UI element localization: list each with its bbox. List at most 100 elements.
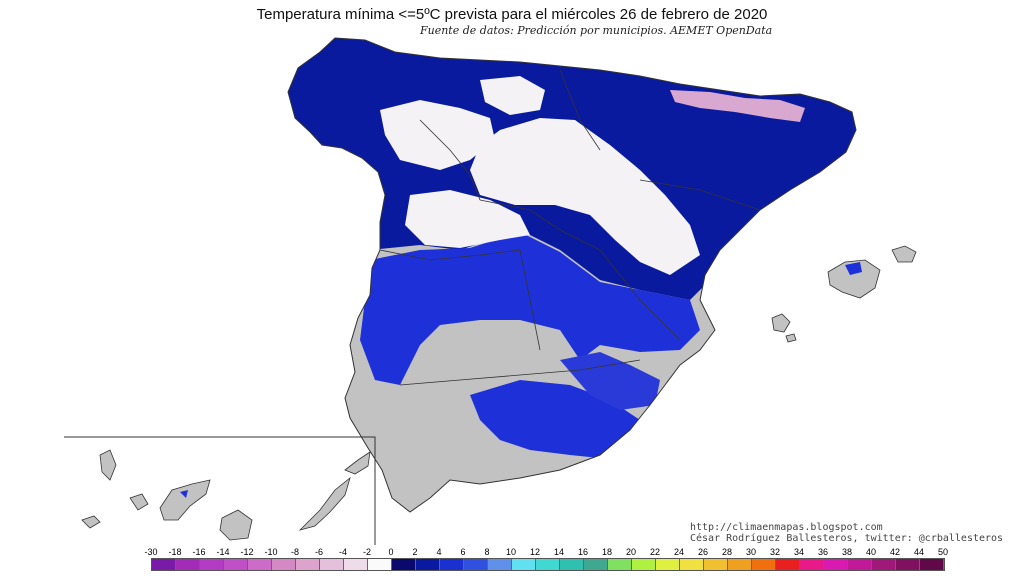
legend-swatch [200, 559, 224, 570]
frost-zone-pyrenees [670, 90, 805, 122]
legend-label: 24 [673, 547, 685, 557]
legend-swatch [416, 559, 440, 570]
data-source-note: Fuente de datos: Predicción por municipi… [420, 24, 773, 37]
legend-label: 40 [865, 547, 877, 557]
tenerife-cold-spot [180, 490, 188, 498]
legend-swatch [248, 559, 272, 570]
cold-zone-central [360, 232, 700, 385]
legend-label: -6 [314, 547, 324, 557]
legend-swatch [464, 559, 488, 570]
fuerteventura [298, 476, 351, 531]
legend-label: 8 [484, 547, 490, 557]
legend-label: 10 [505, 547, 517, 557]
legend-label: -18 [168, 547, 182, 557]
legend-swatch [440, 559, 464, 570]
credits-author: César Rodríguez Ballesteros, twitter: @c… [690, 533, 1004, 544]
legend-label: -12 [240, 547, 254, 557]
color-legend: -30 -18 -16 -14 -12 -10 -8 -6 -4 -2 0 2 4 6 8 10 12 14 16 1… [140, 547, 960, 575]
legend-swatch [152, 559, 176, 570]
legend-swatch [728, 559, 752, 570]
legend-label: 2 [412, 547, 418, 557]
legend-swatch [296, 559, 320, 570]
legend-label: 36 [817, 547, 829, 557]
legend-swatch [368, 559, 392, 570]
frost-zone-meseta [470, 118, 700, 275]
legend-swatch [320, 559, 344, 570]
formentera [785, 333, 797, 343]
legend-label: -4 [338, 547, 348, 557]
legend-label: 14 [553, 547, 565, 557]
menorca [891, 245, 917, 263]
legend-label: 18 [601, 547, 613, 557]
legend-swatch [800, 559, 824, 570]
legend-label: 50 [937, 547, 949, 557]
legend-label: 28 [721, 547, 733, 557]
legend-bar [151, 558, 945, 571]
legend-label: -8 [290, 547, 300, 557]
map-title: Temperatura mínima <=5ºC prevista para e… [256, 6, 768, 23]
legend-label: 42 [889, 547, 901, 557]
legend-label: 0 [388, 547, 394, 557]
credits-url[interactable]: http://climaenmapas.blogspot.com [690, 522, 883, 533]
legend-label: 20 [625, 547, 637, 557]
legend-swatch [512, 559, 536, 570]
temperature-map [64, 37, 917, 545]
lanzarote [344, 451, 371, 475]
legend-label: 38 [841, 547, 853, 557]
legend-swatch [392, 559, 416, 570]
legend-swatch [656, 559, 680, 570]
legend-label: 4 [436, 547, 442, 557]
ibiza [771, 313, 791, 333]
cold-zone-southeast [560, 352, 660, 410]
legend-swatch [584, 559, 608, 570]
legend-swatch [272, 559, 296, 570]
legend-swatch [704, 559, 728, 570]
frost-zone-leon [380, 100, 495, 170]
legend-swatch [776, 559, 800, 570]
legend-label: 26 [697, 547, 709, 557]
legend-label: 34 [793, 547, 805, 557]
region-borders [379, 69, 761, 386]
frost-zone-central [405, 190, 530, 248]
el-hierro [81, 515, 101, 529]
legend-swatch [224, 559, 248, 570]
legend-swatch [872, 559, 896, 570]
temperature-fields [288, 38, 856, 460]
legend-label: -10 [264, 547, 278, 557]
legend-swatch [752, 559, 776, 570]
credits: http://climaenmapas.blogspot.com César R… [690, 522, 1003, 544]
legend-swatch [632, 559, 656, 570]
mallorca-cold-spot [845, 262, 862, 275]
legend-label: 44 [913, 547, 925, 557]
legend-swatch [824, 559, 848, 570]
legend-swatch [848, 559, 872, 570]
legend-label: 30 [745, 547, 757, 557]
canary-inset-frame [64, 436, 376, 545]
legend-swatch [344, 559, 368, 570]
frost-zone-burgos [480, 76, 545, 115]
legend-swatch [560, 559, 584, 570]
mallorca [827, 259, 881, 299]
legend-swatch [920, 559, 944, 570]
legend-label: -16 [192, 547, 206, 557]
legend-swatch [680, 559, 704, 570]
gran-canaria [219, 509, 253, 541]
legend-label: 22 [649, 547, 661, 557]
la-gomera [129, 493, 149, 511]
legend-label: 32 [769, 547, 781, 557]
legend-label: 16 [577, 547, 589, 557]
legend-swatch [608, 559, 632, 570]
tenerife [159, 479, 211, 521]
legend-label: 6 [460, 547, 466, 557]
legend-label: -30 [144, 547, 158, 557]
la-palma [99, 449, 117, 481]
canary-islands [81, 449, 371, 541]
legend-label: 12 [529, 547, 541, 557]
legend-swatch [488, 559, 512, 570]
legend-labels: -30 -18 -16 -14 -12 -10 -8 -6 -4 -2 0 2 4 6 8 10 12 14 16 1… [140, 547, 960, 559]
legend-label: -2 [362, 547, 372, 557]
legend-swatch [536, 559, 560, 570]
legend-swatch [176, 559, 200, 570]
legend-label: -14 [216, 547, 230, 557]
legend-swatch [896, 559, 920, 570]
